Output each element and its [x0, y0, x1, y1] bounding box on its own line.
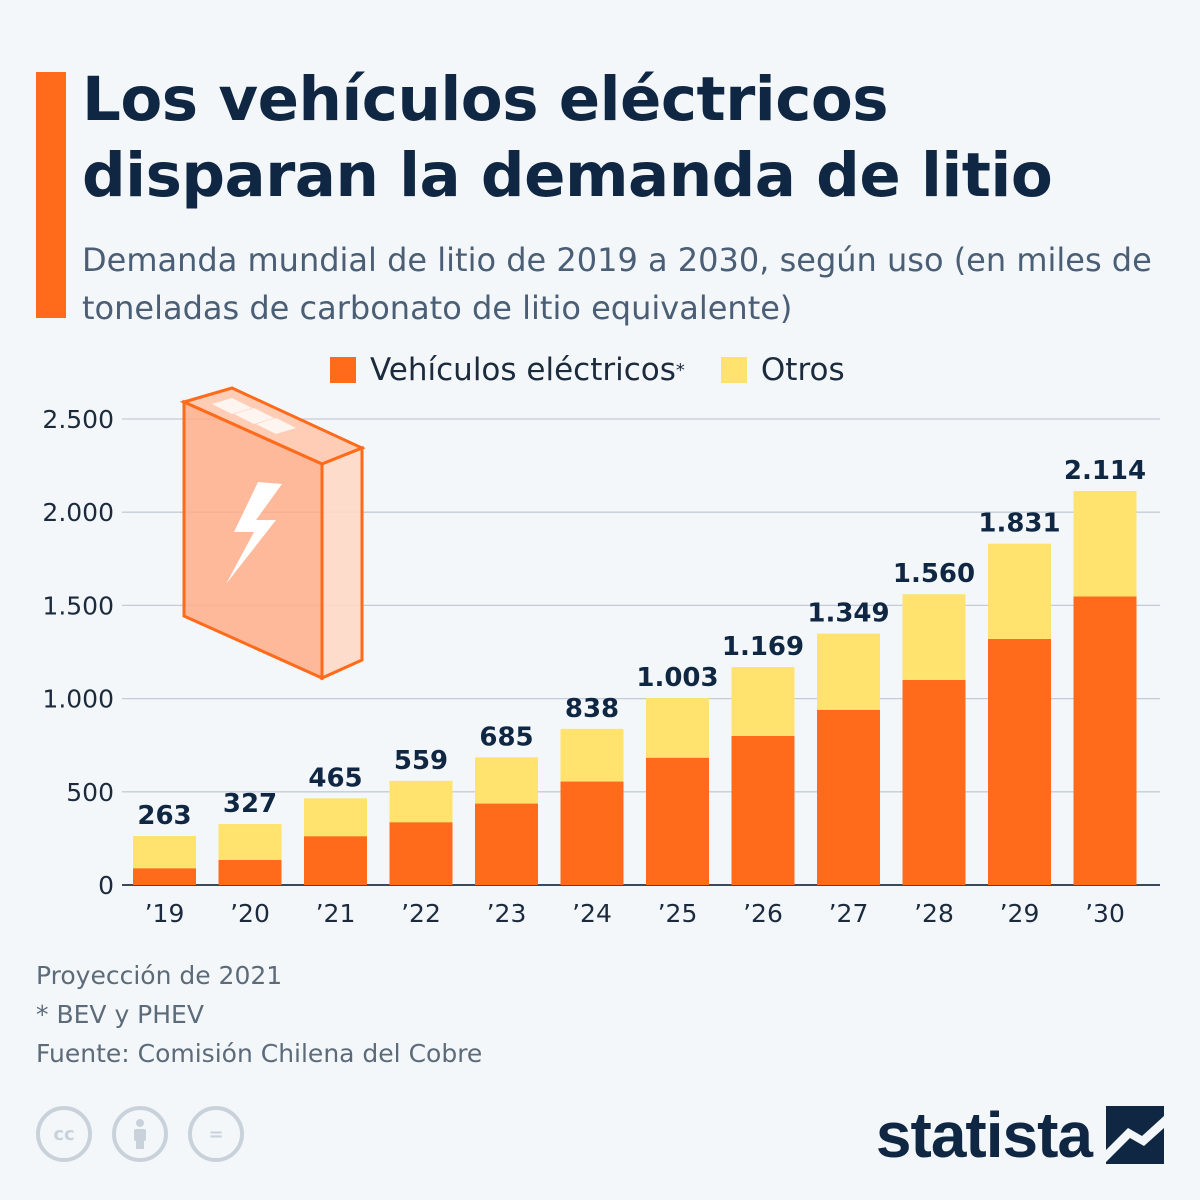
brand-name: statista	[875, 1099, 1093, 1171]
bar-ev[interactable]	[133, 868, 196, 885]
bar-ev[interactable]	[389, 822, 453, 885]
y-tick-label: 1.500	[42, 591, 114, 620]
bar-other[interactable]	[560, 728, 624, 782]
bar-other[interactable]	[988, 543, 1051, 639]
legend-item-ev: Vehículos eléctricos *	[330, 352, 685, 388]
cc-icon[interactable]: cc	[36, 1106, 92, 1162]
bar-ev[interactable]	[304, 836, 367, 885]
total-label: 263	[137, 801, 191, 831]
y-tick-label: 2.500	[42, 405, 114, 434]
page-title: Los vehículos eléctricos disparan la dem…	[82, 64, 1053, 211]
x-tick-label: ’24	[572, 899, 612, 928]
source-note: Fuente: Comisión Chilena del Cobre	[36, 1039, 483, 1068]
bar-other[interactable]	[817, 633, 880, 710]
lightning-bolt-icon	[226, 482, 282, 584]
battery-icon	[179, 386, 366, 681]
no-derivatives-icon[interactable]: =	[188, 1106, 244, 1162]
bar-ev[interactable]	[475, 803, 538, 885]
x-tick-label: ’28	[914, 899, 954, 928]
page-subtitle: Demanda mundial de litio de 2019 a 2030,…	[82, 241, 1152, 327]
total-label: 1.560	[893, 559, 975, 589]
legend-item-other: Otros	[720, 352, 845, 388]
bar-other[interactable]	[304, 798, 367, 837]
total-label: 1.003	[636, 663, 718, 693]
bar-other[interactable]	[475, 757, 538, 804]
bar-other[interactable]	[902, 594, 966, 680]
bar-ev[interactable]	[218, 859, 282, 885]
bar-other[interactable]	[218, 824, 282, 860]
footnote-bev-phev: * BEV y PHEV	[36, 1000, 204, 1029]
x-tick-label: ’26	[743, 899, 783, 928]
legend-label-other: Otros	[760, 352, 845, 388]
x-tick-label: ’30	[1085, 899, 1125, 928]
x-tick-label: ’29	[1000, 899, 1040, 928]
total-label: 1.831	[978, 509, 1060, 539]
legend-label-ev: Vehículos eléctricos	[370, 352, 676, 388]
accent-bar	[36, 72, 66, 318]
bar-other[interactable]	[731, 667, 795, 736]
bar-ev[interactable]	[902, 679, 966, 885]
total-label: 685	[479, 722, 533, 752]
attribution-icon[interactable]	[112, 1106, 168, 1162]
x-tick-label: ’23	[487, 899, 527, 928]
legend-swatch-other	[720, 357, 747, 383]
x-tick-label: ’20	[230, 899, 270, 928]
statista-logo-icon	[1106, 1106, 1164, 1164]
x-tick-label: ’25	[658, 899, 698, 928]
total-label: 465	[308, 763, 362, 793]
y-tick-label: 500	[66, 778, 114, 807]
bar-ev[interactable]	[560, 781, 624, 885]
bar-ev[interactable]	[817, 709, 880, 885]
bar-other[interactable]	[1073, 490, 1137, 597]
brand-logo[interactable]: statista	[876, 1098, 1164, 1172]
x-tick-label: ’19	[145, 899, 185, 928]
x-tick-label: ’22	[401, 899, 441, 928]
total-label: 559	[394, 746, 448, 776]
license-icons: cc =	[36, 1106, 264, 1162]
total-label: 1.169	[722, 632, 804, 662]
bar-other[interactable]	[389, 780, 453, 823]
y-tick-label: 2.000	[42, 498, 114, 527]
total-label: 327	[223, 789, 277, 819]
bar-ev[interactable]	[731, 735, 795, 885]
bar-ev[interactable]	[1073, 596, 1137, 885]
y-tick-label: 0	[98, 871, 114, 900]
legend-swatch-ev	[330, 357, 356, 383]
bar-ev[interactable]	[988, 638, 1051, 885]
x-tick-label: ’27	[829, 899, 869, 928]
legend-marker-ev: *	[675, 359, 685, 381]
x-tick-label: ’21	[316, 899, 356, 928]
projection-note: Proyección de 2021	[36, 961, 283, 990]
bar-other[interactable]	[646, 698, 709, 758]
total-label: 1.349	[807, 599, 889, 629]
legend: Vehículos eléctricos * Otros	[330, 350, 881, 390]
y-tick-label: 1.000	[42, 685, 114, 714]
bar-ev[interactable]	[646, 757, 709, 885]
total-label: 2.114	[1064, 456, 1146, 486]
footnotes: Proyección de 2021 * BEV y PHEV Fuente: …	[36, 956, 482, 1073]
total-label: 838	[565, 694, 619, 724]
bar-other[interactable]	[133, 835, 196, 869]
stacked-bar-chart: 0 500 1.000 1.500 2.000 2.500 263 ’19 327 ’20 465…	[42, 386, 1160, 928]
